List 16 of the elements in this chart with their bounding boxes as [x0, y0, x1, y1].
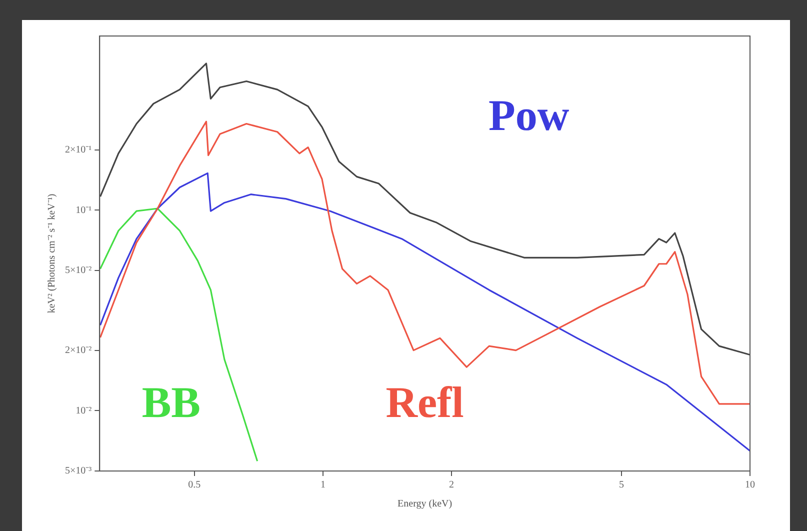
y-tick-label: 5×10⁻²: [64, 265, 92, 276]
x-tick-label: 5: [618, 480, 624, 491]
x-tick-label: 0.5: [188, 480, 201, 491]
y-tick-label: 2×10⁻¹: [64, 144, 92, 156]
series-label: Refl: [386, 378, 464, 428]
text: Pow: [488, 91, 570, 140]
y-tick-label: 2×10⁻²: [64, 344, 92, 356]
x-axis-title: Energy (keV): [398, 498, 452, 510]
y-tick-label: 10⁻¹: [76, 204, 92, 216]
series-label: BB: [142, 378, 201, 428]
x-tick-label: 1: [320, 480, 326, 491]
x-tick-label: 10: [745, 480, 755, 491]
y-axis-title: keV² (Photons cm⁻² s⁻¹ keV⁻¹): [46, 194, 58, 314]
y-tick-label: 5×10⁻³: [64, 466, 92, 477]
y-tick-label: 10⁻²: [76, 405, 92, 416]
x-tick-label: 2: [448, 480, 454, 491]
